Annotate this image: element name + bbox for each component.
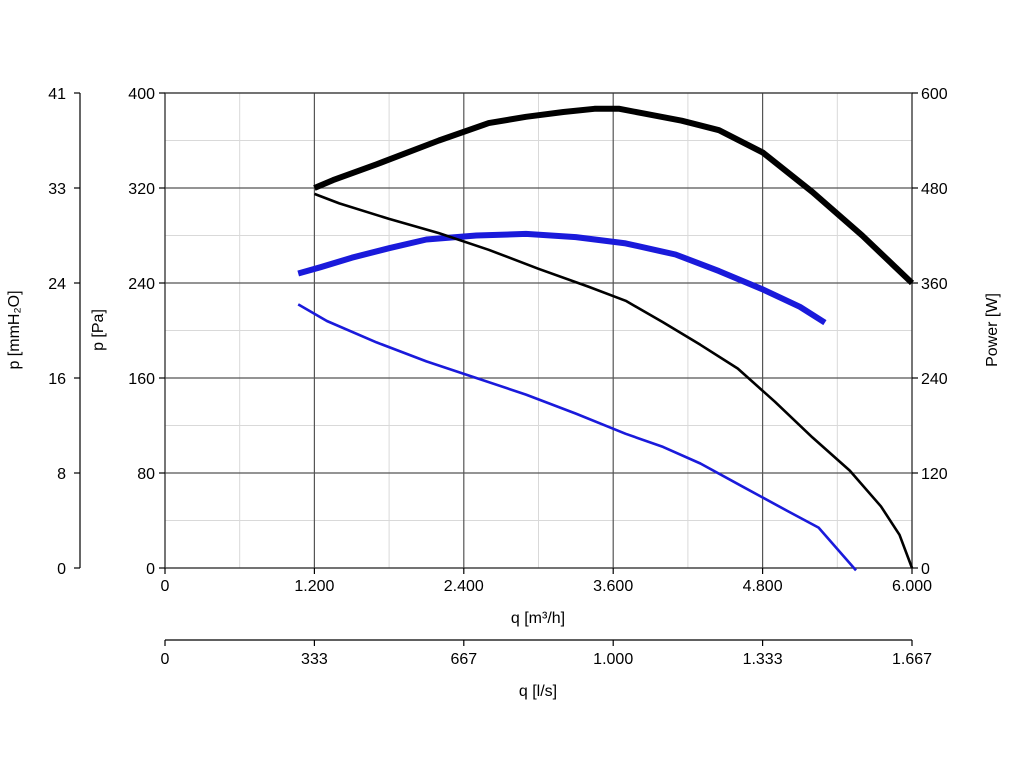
power-tick-label: 120 [921, 466, 948, 483]
ls-tick-label: 1.667 [892, 651, 932, 668]
series-line-4 [297, 303, 857, 572]
ls-tick-label: 0 [161, 651, 170, 668]
power-tick-label: 240 [921, 371, 948, 388]
minor-grid [165, 93, 912, 568]
pa-tick-label: 160 [128, 371, 155, 388]
x-axis-label-m3h: q [m³/h] [511, 610, 565, 627]
ls-tick-label: 1.333 [743, 651, 783, 668]
m3h-tick-label: 3.600 [593, 578, 633, 595]
m3h-tick-label: 6.000 [892, 578, 932, 595]
power-tick-label: 0 [921, 561, 930, 578]
pa-tick-label: 240 [128, 276, 155, 293]
x-axis-label-ls: q [l/s] [519, 683, 557, 700]
power-tick-label: 360 [921, 276, 948, 293]
power-tick-label: 600 [921, 86, 948, 103]
pa-tick-label: 80 [137, 466, 155, 483]
mmh2o-tick-label: 33 [48, 181, 66, 198]
y-axis-label-pa: p [Pa] [90, 309, 107, 351]
series-line-1 [313, 105, 915, 286]
mmh2o-tick-label: 24 [48, 276, 66, 293]
mmh2o-tick-label: 16 [48, 371, 66, 388]
series-line-3 [313, 192, 914, 569]
series-group [297, 105, 915, 572]
m3h-tick-label: 2.400 [444, 578, 484, 595]
mmh2o-tick-label: 8 [57, 466, 66, 483]
ls-tick-label: 667 [450, 651, 477, 668]
mmh2o-tick-label: 0 [57, 561, 66, 578]
ls-tick-label: 333 [301, 651, 328, 668]
m3h-tick-label: 1.200 [294, 578, 334, 595]
series-line-2 [297, 230, 827, 326]
pa-tick-label: 320 [128, 181, 155, 198]
plot-frame [164, 92, 913, 569]
pa-tick-label: 400 [128, 86, 155, 103]
m3h-tick-label: 4.800 [743, 578, 783, 595]
axis-lines [74, 92, 918, 646]
mmh2o-tick-label: 41 [48, 86, 66, 103]
pa-tick-label: 0 [146, 561, 155, 578]
power-tick-label: 480 [921, 181, 948, 198]
y-axis-label-power: Power [W] [984, 293, 1001, 367]
ls-tick-label: 1.000 [593, 651, 633, 668]
tick-labels: 0 8 16 24 33 41 0 80 160 240 320 400 0 120 240 360 480 60… [48, 86, 948, 668]
y-axis-label-mmh2o: p [mmH₂O] [6, 290, 23, 369]
m3h-tick-label: 0 [161, 578, 170, 595]
